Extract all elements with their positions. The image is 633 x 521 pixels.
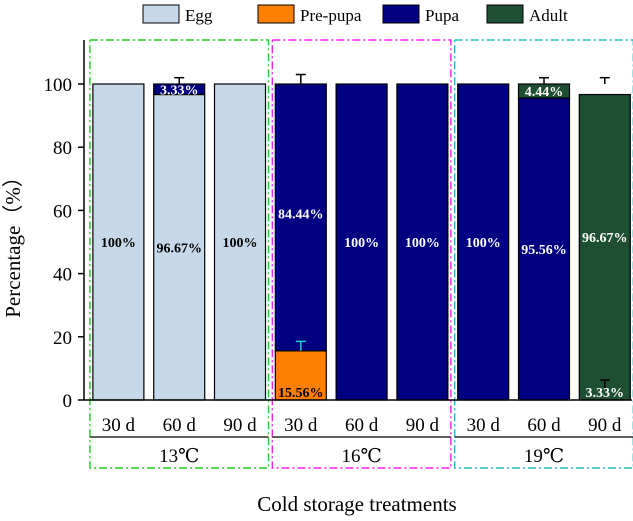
data-label: 96.67% [582, 231, 628, 246]
x-category-label: 60 d [345, 415, 379, 436]
group-box [271, 39, 452, 469]
data-label: 100% [344, 236, 379, 251]
legend-swatch [382, 4, 420, 24]
data-label: 96.67% [156, 241, 202, 256]
legend: Egg Pre-pupa Pupa Adult [142, 4, 568, 25]
bar-egg [213, 83, 267, 401]
legend-label: Adult [529, 6, 568, 25]
data-label: 95.56% [521, 243, 567, 258]
y-tick-label: 20 [53, 328, 72, 349]
bars [92, 83, 631, 401]
bar-pupa [517, 97, 571, 401]
x-category-label: 60 d [527, 415, 561, 436]
y-tick-label: 100 [44, 75, 73, 96]
bar-egg [92, 83, 145, 401]
data-label: 100% [101, 236, 136, 251]
x-category-label: 60 d [163, 415, 197, 436]
error-bars [174, 73, 610, 390]
data-label: 15.56% [278, 386, 324, 401]
x-category-label: 30 d [467, 415, 501, 436]
data-label: 100% [405, 236, 440, 251]
x-category-label: 30 d [102, 415, 136, 436]
y-axis-title: Percentage（%） [1, 166, 25, 318]
temperature-group-boxes [89, 39, 633, 469]
y-tick-label: 40 [53, 265, 72, 286]
legend-swatch [257, 4, 295, 24]
bar-pupa [396, 83, 449, 401]
legend-label: Pre-pupa [300, 6, 362, 25]
x-category-label: 90 d [223, 415, 257, 436]
y-tick-label: 60 [53, 201, 72, 222]
group-label: 13℃ [159, 446, 199, 467]
x-category-label: 30 d [284, 415, 318, 436]
x-category-labels: 30 d 60 d 90 d 30 d 60 d 90 d 30 d 60 d 90 d 13℃ 1… [102, 415, 622, 467]
data-label: 100% [466, 236, 501, 251]
group-box [454, 39, 633, 469]
bar-pupa [457, 83, 510, 401]
data-label: 100% [223, 236, 258, 251]
y-ticks: 0 20 40 60 80 100 [44, 75, 84, 412]
data-labels: 100% 96.67% 3.33% 100% 84.44% 15.56% 100% 100% 1… [101, 83, 628, 401]
x-category-label: 90 d [588, 415, 622, 436]
y-tick-label: 80 [53, 138, 72, 159]
bar-adult [578, 93, 631, 401]
bar-pupa [274, 83, 327, 352]
legend-label: Pupa [425, 6, 459, 25]
y-tick-label: 0 [63, 391, 73, 412]
legend-swatch [142, 4, 180, 24]
data-label: 3.33% [160, 83, 199, 98]
group-label: 16℃ [341, 446, 381, 467]
data-label: 3.33% [586, 386, 625, 401]
x-category-label: 90 d [406, 415, 440, 436]
bar-pupa [335, 83, 388, 401]
group-label: 19℃ [524, 446, 564, 467]
data-label: 4.44% [525, 85, 564, 100]
group-box [89, 39, 270, 469]
legend-label: Egg [185, 6, 213, 25]
x-axis-title: Cold storage treatments [257, 492, 456, 516]
axes [83, 40, 632, 401]
legend-swatch [486, 4, 524, 24]
data-label: 84.44% [278, 207, 324, 222]
